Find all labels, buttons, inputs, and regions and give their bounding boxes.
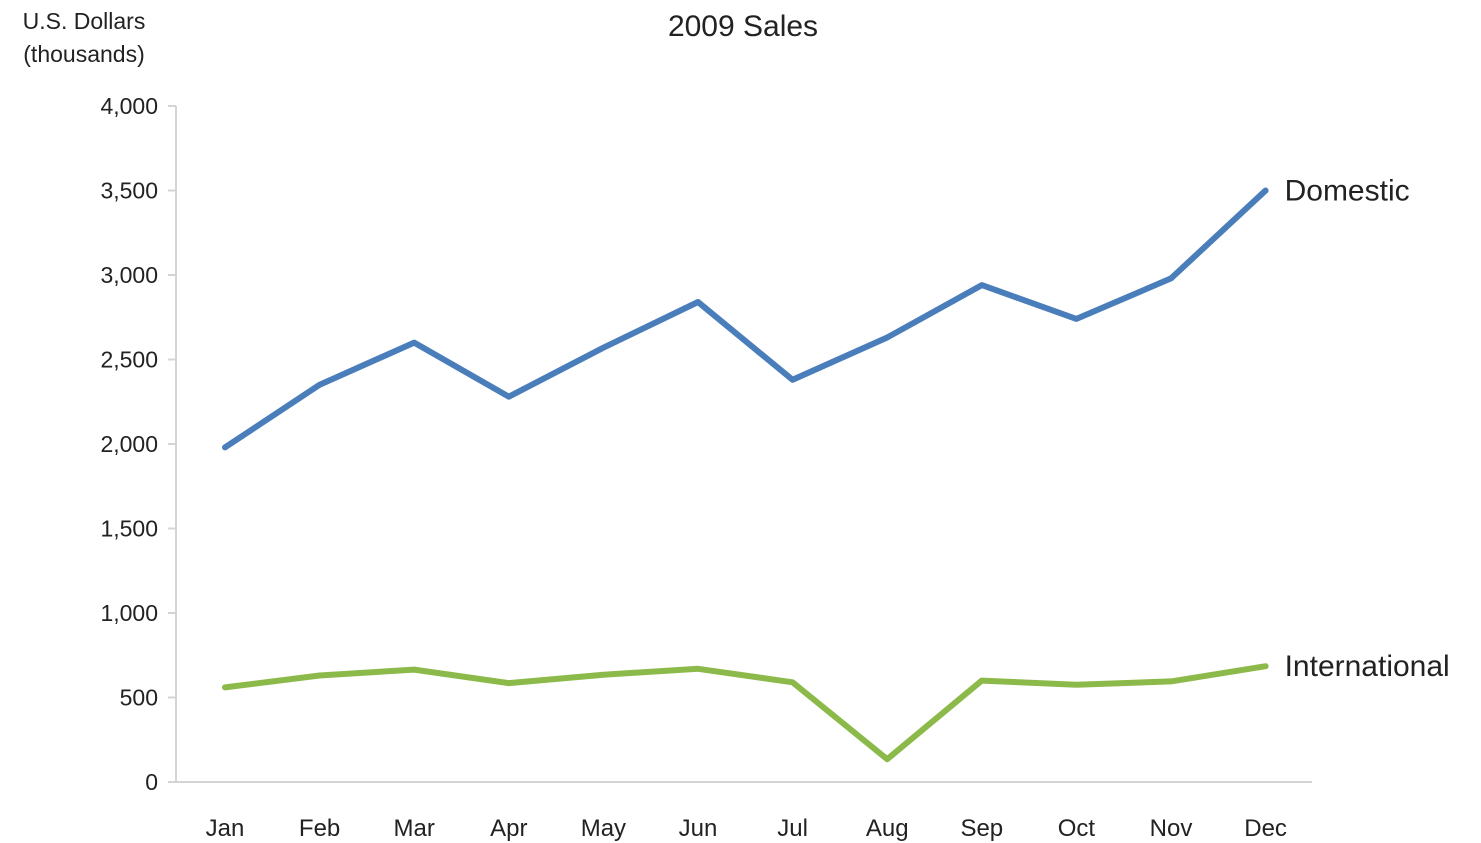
y-axis-label-line-1: U.S. Dollars [23,8,146,34]
x-tick-label: Sep [960,815,1003,842]
data-point-domestic [317,382,323,388]
data-point-domestic [600,345,606,351]
data-point-domestic [506,394,512,400]
x-tick-label: Oct [1058,815,1096,842]
data-point-international [411,667,417,673]
data-point-domestic [1168,275,1174,281]
x-tick-label: Jun [679,815,718,842]
plot-area: 0 500 1,000 1,500 2,000 2,500 3,000 3,500 4,000 J… [100,93,1449,842]
y-tick-label: 500 [120,685,158,711]
series-line-domestic [222,187,1269,451]
x-tick-label: May [581,815,626,842]
chart-title: 2009 Sales [668,10,818,43]
data-point-international [317,673,323,679]
data-point-domestic [1073,316,1079,322]
x-tick-label: Aug [866,815,909,842]
data-point-international [1168,678,1174,684]
y-tick-label: 1,500 [100,516,158,542]
y-tick-label: 2,500 [100,347,158,373]
data-point-international [506,680,512,686]
data-point-international [884,756,890,762]
data-point-domestic [979,282,985,288]
data-point-domestic [1263,188,1269,193]
y-tick-label: 1,000 [100,600,158,626]
y-tick-label: 2,000 [100,431,158,457]
data-point-domestic [222,444,228,450]
series-label-international: International [1285,650,1450,683]
data-point-domestic [411,340,417,346]
x-tick-label: Apr [490,815,527,842]
y-tick-label: 0 [145,769,158,795]
data-point-international [222,684,228,690]
data-point-international [1073,682,1079,688]
y-axis-label-line-2: (thousands) [23,41,144,67]
data-point-domestic [790,377,796,383]
data-point-international [979,678,985,684]
x-tick-label: Feb [299,815,340,842]
data-point-international [790,679,796,685]
x-tick-label: Nov [1150,815,1193,842]
y-axis-label: U.S. Dollars (thousands) [23,8,146,67]
data-point-domestic [884,335,890,341]
data-point-international [1263,663,1269,669]
y-tick-label: 3,500 [100,178,158,204]
y-tick-label: 4,000 [100,93,158,119]
x-tick-label: Jul [777,815,808,842]
y-tick-label: 3,000 [100,262,158,288]
series-label-domestic: Domestic [1285,175,1410,208]
series-line-international [222,663,1269,763]
x-tick-label: Dec [1244,815,1287,842]
data-point-international [600,672,606,678]
x-tick-label: Jan [206,815,245,842]
data-point-international [695,666,701,672]
x-tick-label: Mar [394,815,435,842]
data-point-domestic [695,299,701,305]
